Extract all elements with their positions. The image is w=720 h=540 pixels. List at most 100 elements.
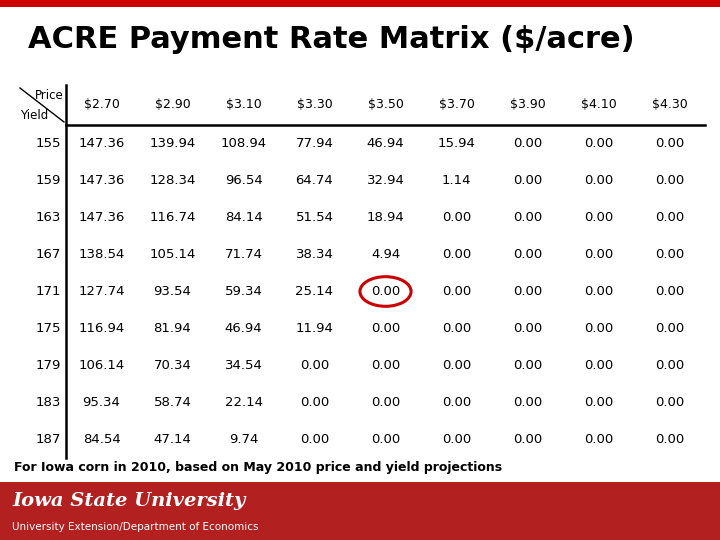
Text: 1.14: 1.14	[442, 174, 472, 187]
Text: 0.00: 0.00	[300, 433, 329, 446]
Text: 47.14: 47.14	[153, 433, 192, 446]
Text: Price: Price	[35, 89, 64, 102]
Text: 0.00: 0.00	[655, 248, 684, 261]
Text: 0.00: 0.00	[584, 137, 613, 150]
Text: 22.14: 22.14	[225, 396, 263, 409]
Text: 0.00: 0.00	[300, 396, 329, 409]
Text: 0.00: 0.00	[371, 433, 400, 446]
Text: 95.34: 95.34	[83, 396, 120, 409]
Text: 0.00: 0.00	[655, 285, 684, 298]
Text: 0.00: 0.00	[442, 248, 471, 261]
Text: 0.00: 0.00	[442, 359, 471, 372]
Text: Yield: Yield	[20, 109, 48, 122]
Text: 0.00: 0.00	[655, 174, 684, 187]
Text: 38.34: 38.34	[296, 248, 333, 261]
Text: 116.94: 116.94	[78, 322, 125, 335]
Text: 84.54: 84.54	[83, 433, 120, 446]
Text: 128.34: 128.34	[149, 174, 196, 187]
Text: 116.74: 116.74	[149, 211, 196, 224]
Text: 32.94: 32.94	[366, 174, 405, 187]
Text: 0.00: 0.00	[655, 396, 684, 409]
Text: 179: 179	[35, 359, 61, 372]
Text: 58.74: 58.74	[153, 396, 192, 409]
Text: 183: 183	[35, 396, 61, 409]
Text: 167: 167	[35, 248, 61, 261]
Text: 155: 155	[35, 137, 61, 150]
Text: 0.00: 0.00	[584, 433, 613, 446]
Text: 51.54: 51.54	[295, 211, 333, 224]
Text: 0.00: 0.00	[371, 396, 400, 409]
Text: 147.36: 147.36	[78, 211, 125, 224]
Text: 70.34: 70.34	[153, 359, 192, 372]
Text: $3.70: $3.70	[438, 98, 474, 111]
Text: 163: 163	[35, 211, 61, 224]
Text: For Iowa corn in 2010, based on May 2010 price and yield projections: For Iowa corn in 2010, based on May 2010…	[14, 462, 502, 475]
Text: 0.00: 0.00	[513, 174, 542, 187]
Text: 0.00: 0.00	[513, 322, 542, 335]
Text: 0.00: 0.00	[513, 285, 542, 298]
Text: 84.14: 84.14	[225, 211, 262, 224]
Text: 0.00: 0.00	[513, 359, 542, 372]
Text: $3.10: $3.10	[225, 98, 261, 111]
Text: $3.30: $3.30	[297, 98, 333, 111]
Text: 0.00: 0.00	[513, 433, 542, 446]
Text: 175: 175	[35, 322, 61, 335]
Text: 0.00: 0.00	[655, 211, 684, 224]
Text: 18.94: 18.94	[366, 211, 405, 224]
Text: 4.94: 4.94	[371, 248, 400, 261]
Text: 139.94: 139.94	[149, 137, 196, 150]
Text: 0.00: 0.00	[300, 359, 329, 372]
Text: 0.00: 0.00	[584, 285, 613, 298]
Text: 46.94: 46.94	[366, 137, 405, 150]
Text: 0.00: 0.00	[442, 433, 471, 446]
Text: 127.74: 127.74	[78, 285, 125, 298]
Text: 46.94: 46.94	[225, 322, 262, 335]
Text: 34.54: 34.54	[225, 359, 262, 372]
Text: 147.36: 147.36	[78, 174, 125, 187]
Bar	[0, 482, 720, 540]
Text: 0.00: 0.00	[513, 396, 542, 409]
Text: 81.94: 81.94	[153, 322, 192, 335]
Text: 138.54: 138.54	[78, 248, 125, 261]
Text: $2.70: $2.70	[84, 98, 120, 111]
Text: 59.34: 59.34	[225, 285, 262, 298]
Text: 77.94: 77.94	[296, 137, 333, 150]
Text: 0.00: 0.00	[442, 322, 471, 335]
Text: 0.00: 0.00	[442, 285, 471, 298]
Text: 187: 187	[35, 433, 61, 446]
Text: 9.74: 9.74	[229, 433, 258, 446]
Text: 71.74: 71.74	[225, 248, 263, 261]
Text: 64.74: 64.74	[296, 174, 333, 187]
Text: 0.00: 0.00	[513, 137, 542, 150]
Text: 159: 159	[35, 174, 61, 187]
Text: $3.50: $3.50	[368, 98, 403, 111]
Text: 93.54: 93.54	[153, 285, 192, 298]
Text: 0.00: 0.00	[655, 433, 684, 446]
Text: 96.54: 96.54	[225, 174, 262, 187]
Text: 0.00: 0.00	[584, 322, 613, 335]
Text: 0.00: 0.00	[655, 359, 684, 372]
Text: 0.00: 0.00	[584, 174, 613, 187]
Text: $4.10: $4.10	[580, 98, 616, 111]
Text: 0.00: 0.00	[584, 396, 613, 409]
Text: 0.00: 0.00	[655, 137, 684, 150]
Text: 0.00: 0.00	[584, 211, 613, 224]
Text: 147.36: 147.36	[78, 137, 125, 150]
Text: 0.00: 0.00	[513, 248, 542, 261]
Text: 0.00: 0.00	[371, 359, 400, 372]
Text: University Extension/Department of Economics: University Extension/Department of Econo…	[12, 522, 258, 532]
Text: 0.00: 0.00	[371, 322, 400, 335]
Text: 171: 171	[35, 285, 61, 298]
Text: 25.14: 25.14	[295, 285, 333, 298]
Text: 15.94: 15.94	[438, 137, 475, 150]
Text: 0.00: 0.00	[584, 248, 613, 261]
Text: $4.30: $4.30	[652, 98, 688, 111]
Text: ACRE Payment Rate Matrix ($/acre): ACRE Payment Rate Matrix ($/acre)	[28, 25, 634, 55]
Bar	[0, 0, 720, 7]
Text: 105.14: 105.14	[149, 248, 196, 261]
Text: $3.90: $3.90	[510, 98, 545, 111]
Text: $2.90: $2.90	[155, 98, 190, 111]
Text: 0.00: 0.00	[655, 322, 684, 335]
Text: 108.94: 108.94	[220, 137, 266, 150]
Text: 0.00: 0.00	[513, 211, 542, 224]
